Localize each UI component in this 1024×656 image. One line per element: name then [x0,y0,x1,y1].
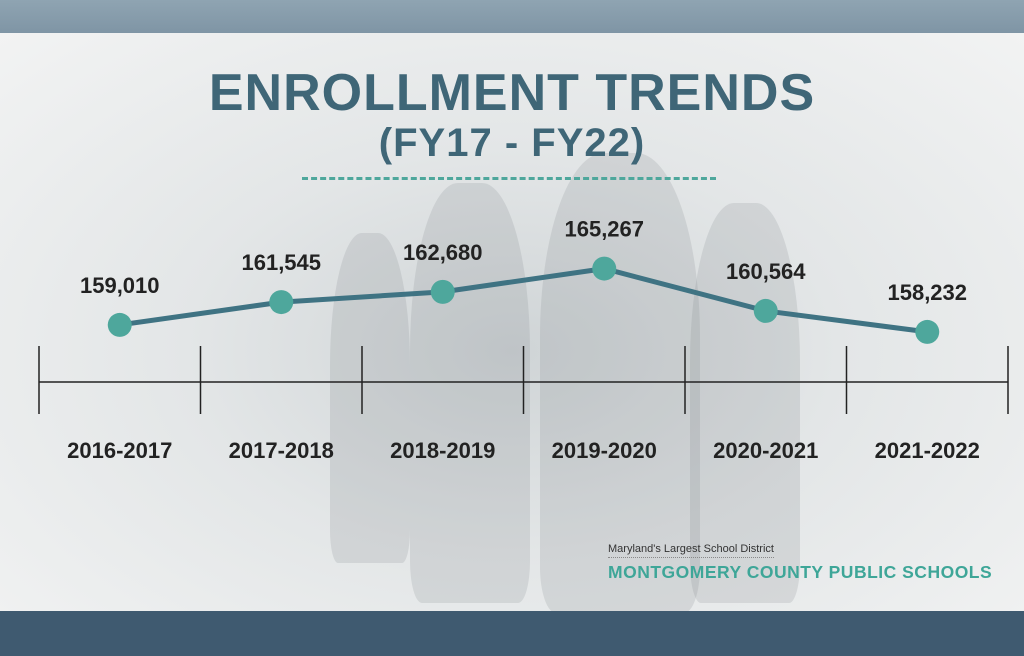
background-figure [410,183,530,603]
brand-name: MONTGOMERY COUNTY PUBLIC SCHOOLS [608,562,993,582]
dashed-divider [302,177,716,180]
data-label: 161,545 [241,250,321,275]
data-label: 165,267 [564,217,644,242]
data-point [753,298,778,323]
data-label: 162,680 [403,240,483,265]
background-figure [690,203,800,603]
data-point [107,312,132,337]
data-point [592,256,617,281]
enrollment-line-chart: 159,010 2016-2017 161,545 2017-2018 162,680 2… [38,217,1009,463]
data-point [915,319,940,344]
series-line [119,266,928,335]
data-point [269,290,294,315]
data-label: 160,564 [726,259,806,284]
x-tick-label: 2021-2022 [875,438,980,463]
x-tick-label: 2017-2018 [229,438,334,463]
top-bar [0,0,1024,33]
x-tick-label: 2016-2017 [67,438,172,463]
x-tick-label: 2019-2020 [552,438,657,463]
page-title: ENROLLMENT TRENDS [208,64,816,122]
bottom-bar [0,611,1024,656]
x-tick-label: 2018-2019 [390,438,495,463]
background-figure [330,233,410,563]
data-point [430,279,455,304]
data-label: 158,232 [887,280,967,305]
slide: ENROLLMENT TRENDS (FY17 - FY22) 159,010 2… [0,33,1024,611]
data-label: 159,010 [80,273,160,298]
brand-tagline: Maryland's Largest School District [608,543,774,558]
x-tick-label: 2020-2021 [713,438,818,463]
page-subtitle: (FY17 - FY22) [378,121,646,165]
